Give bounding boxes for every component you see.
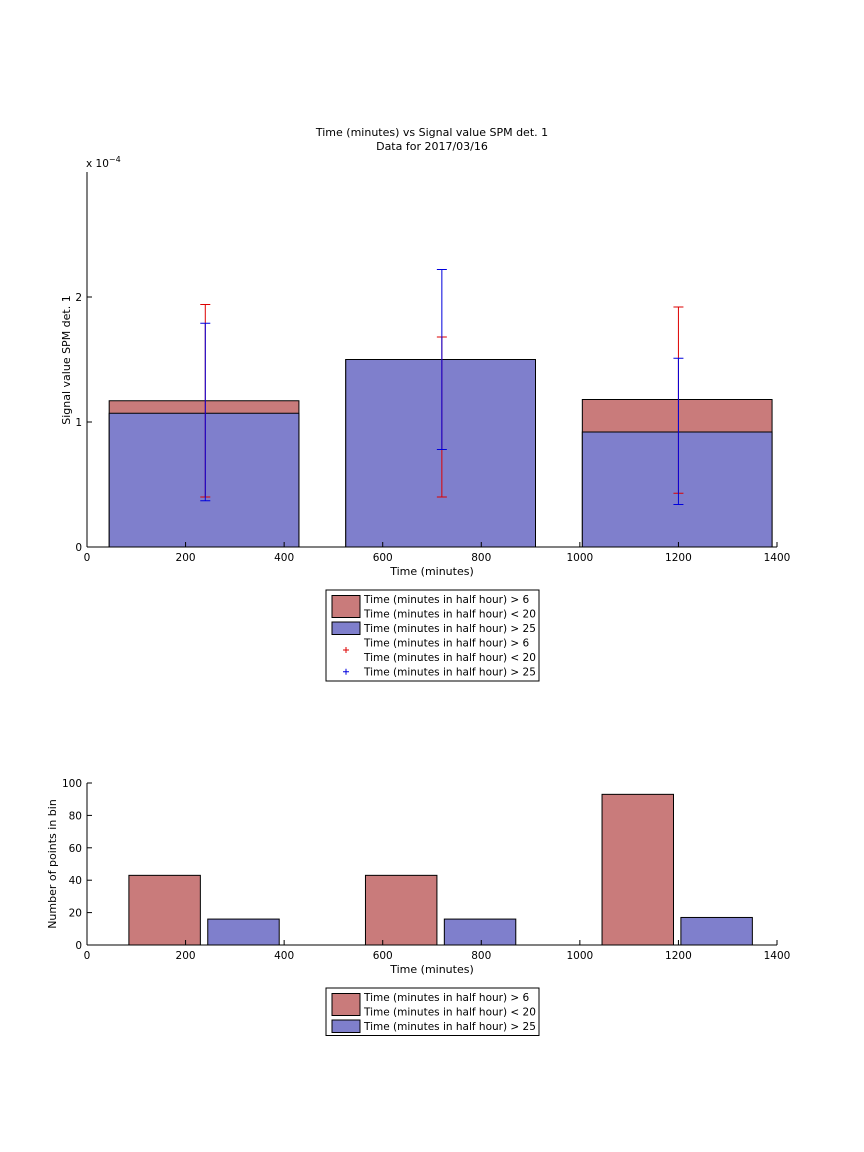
chart-2-y-tick-label: 80	[69, 810, 82, 822]
chart-1-y-exponent-power: −4	[109, 155, 121, 164]
chart-1-axes: 0 200 400 600 800 1000 1200 1400 0 1 2	[75, 172, 790, 564]
chart-2-x-tick-label: 1000	[566, 950, 593, 962]
chart-1-y-axis-label: Signal value SPM det. 1	[60, 295, 73, 425]
chart-2-bar-series-2	[207, 918, 280, 946]
chart-1-x-tick-label: 1200	[665, 552, 692, 564]
chart-1-error-bars	[200, 269, 684, 505]
chart-2-legend-label: Time (minutes in half hour) < 20	[363, 1007, 536, 1019]
chart-2: 0 200 400 600 800 1000 1200 1400 0 20 40 60 80 100 Ti…	[46, 778, 790, 1036]
chart-1-bar-series-2	[108, 412, 300, 548]
chart-1-x-tick-label: 0	[84, 552, 91, 564]
chart-2-x-tick-label: 600	[373, 950, 393, 962]
chart-2-x-tick-label: 1400	[764, 950, 791, 962]
chart-2-y-tick-label: 0	[75, 940, 82, 952]
chart-1-x-axis-label: Time (minutes)	[389, 565, 474, 578]
chart-2-x-axis-label: Time (minutes)	[389, 963, 474, 976]
chart-1-y-tick-label: 1	[75, 417, 82, 429]
chart-1-legend-label: Time (minutes in half hour) < 20	[363, 609, 536, 621]
chart-2-bar-series-2	[680, 916, 753, 946]
chart-1-x-tick-label: 600	[373, 552, 393, 564]
chart-1-x-tick-label: 1000	[566, 552, 593, 564]
chart-1-y-tick-label: 2	[75, 292, 82, 304]
chart-1-y-tick-label: 0	[75, 542, 82, 554]
chart-2-legend: Time (minutes in half hour) > 6 Time (min…	[325, 987, 540, 1036]
chart-1-legend-swatch	[331, 621, 361, 635]
chart-1: Time (minutes) vs Signal value SPM det. …	[60, 126, 790, 682]
chart-2-y-tick-label: 20	[69, 908, 82, 920]
chart-2-x-tick-label: 400	[274, 950, 294, 962]
chart-1-bar-series-2	[345, 359, 536, 548]
chart-2-x-tick-label: 0	[84, 950, 91, 962]
chart-2-x-tick-label: 1200	[665, 950, 692, 962]
chart-1-bars	[108, 359, 773, 548]
chart-1-legend-label: Time (minutes in half hour) > 25	[363, 667, 536, 679]
chart-2-legend-swatch	[331, 993, 361, 1016]
chart-2-bars	[128, 793, 753, 946]
chart-1-legend: Time (minutes in half hour) > 6 Time (min…	[325, 589, 540, 682]
chart-2-y-tick-label: 60	[69, 843, 82, 855]
chart-2-legend-label: Time (minutes in half hour) > 25	[363, 1021, 536, 1033]
chart-1-y-exponent-base: x 10	[86, 158, 109, 170]
chart-2-bar-series-1	[128, 874, 201, 946]
chart-1-x-tick-label: 1400	[764, 552, 791, 564]
chart-2-axes: 0 200 400 600 800 1000 1200 1400 0 20 40 60 80 100	[62, 778, 790, 962]
chart-1-legend-swatch	[331, 595, 361, 618]
chart-1-y-exponent: x 10−4	[86, 155, 121, 170]
chart-1-legend-label: Time (minutes in half hour) > 6	[363, 594, 530, 606]
chart-1-legend-label: Time (minutes in half hour) < 20	[363, 652, 536, 664]
chart-2-x-tick-label: 200	[176, 950, 196, 962]
chart-2-legend-label: Time (minutes in half hour) > 6	[363, 992, 530, 1004]
chart-1-x-tick-label: 400	[274, 552, 294, 564]
chart-1-title: Time (minutes) vs Signal value SPM det. …	[315, 126, 548, 139]
chart-2-y-tick-label: 40	[69, 875, 82, 887]
chart-2-legend-swatch	[331, 1019, 361, 1033]
chart-1-x-tick-label: 200	[176, 552, 196, 564]
chart-1-bar-series-2	[581, 431, 773, 548]
chart-1-legend-label: Time (minutes in half hour) > 25	[363, 623, 536, 635]
chart-2-y-tick-label: 100	[62, 778, 82, 790]
chart-2-bar-series-1	[601, 793, 674, 946]
chart-1-legend-box	[325, 589, 540, 682]
chart-2-x-tick-label: 800	[471, 950, 491, 962]
chart-2-bar-series-2	[443, 918, 517, 946]
chart-2-legend-box	[325, 987, 540, 1036]
chart-1-subtitle: Data for 2017/03/16	[376, 140, 488, 153]
chart-1-legend-label: Time (minutes in half hour) > 6	[363, 638, 530, 650]
chart-2-y-axis-label: Number of points in bin	[46, 799, 59, 929]
chart-1-x-tick-label: 800	[471, 552, 491, 564]
chart-2-bar-series-1	[364, 874, 438, 946]
